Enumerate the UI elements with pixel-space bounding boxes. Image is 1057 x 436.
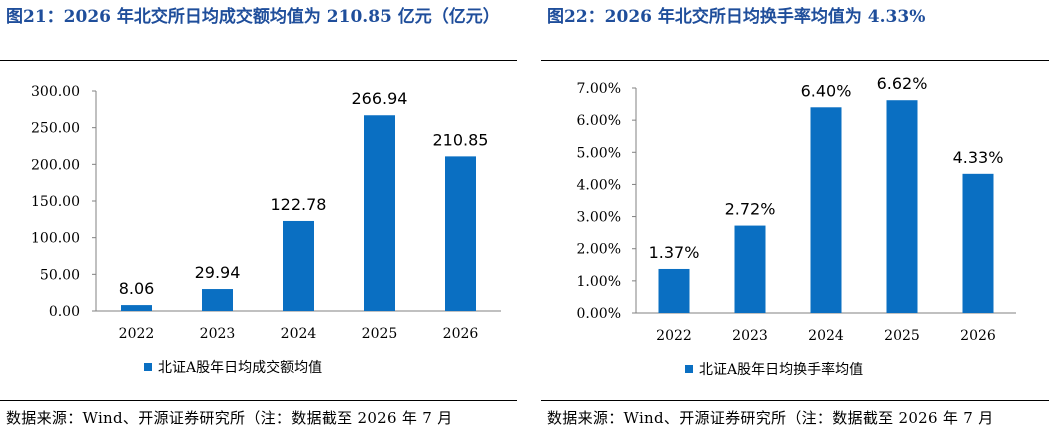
- bar: [962, 173, 994, 313]
- y-tick-label: 100.00: [31, 231, 80, 247]
- y-tick-label: 150.00: [31, 194, 80, 210]
- bar: [734, 225, 766, 313]
- bar: [810, 107, 842, 314]
- data-label: 2.72%: [725, 200, 776, 219]
- chart-panel-turnover-amount: 图21：2026 年北交所日均成交额均值为 210.85 亿元（亿元） 0.00…: [0, 0, 525, 436]
- data-label: 4.33%: [953, 148, 1004, 167]
- y-tick-label: 300.00: [31, 84, 80, 100]
- legend-label: 北证A股年日均成交额均值: [158, 359, 322, 376]
- bar: [364, 115, 395, 311]
- y-tick-label: 4.00%: [577, 177, 621, 193]
- chart-panel-turnover-rate: 图22：2026 年北交所日均换手率均值为 4.33% 0.00% 1.00% 2.…: [541, 0, 1057, 436]
- bar-chart-turnover-amount: 0.00 50.00 100.00 150.00 200.00 250.00 300.00 8…: [31, 84, 501, 376]
- x-tick-label: 2025: [884, 328, 920, 344]
- data-label: 29.94: [195, 263, 241, 282]
- bar: [121, 305, 152, 311]
- y-tick-label: 2.00%: [577, 242, 621, 258]
- y-tick-label: 7.00%: [577, 81, 621, 97]
- y-tick-label: 200.00: [31, 157, 80, 173]
- y-tick-label: 5.00%: [577, 145, 621, 161]
- data-label: 266.94: [352, 89, 408, 108]
- y-tick-label: 0.00: [49, 304, 80, 320]
- bar: [202, 289, 233, 311]
- y-tick-label: 1.00%: [577, 274, 621, 290]
- title-divider: [0, 60, 517, 61]
- x-tick-label: 2026: [443, 326, 479, 342]
- legend-swatch: [685, 365, 693, 373]
- y-tick-label: 6.00%: [577, 113, 621, 129]
- x-tick-label: 2024: [281, 326, 317, 342]
- y-tick-label: 0.00%: [577, 306, 621, 322]
- x-tick-label: 2022: [119, 326, 155, 342]
- x-tick-label: 2025: [362, 326, 398, 342]
- data-label: 6.62%: [877, 74, 928, 93]
- data-label: 122.78: [271, 195, 327, 214]
- bar-chart-turnover-rate: 0.00% 1.00% 2.00% 3.00% 4.00% 5.00% 6.00% 7.00%…: [577, 74, 1016, 378]
- y-tick-label: 250.00: [31, 121, 80, 137]
- source-divider: [541, 400, 1049, 401]
- data-label: 8.06: [119, 279, 155, 298]
- data-label: 6.40%: [801, 81, 852, 100]
- source-note: 数据来源：Wind、开源证券研究所（注：数据截至 2026 年 7 月: [547, 409, 994, 427]
- x-tick-label: 2024: [808, 328, 844, 344]
- x-tick-label: 2023: [732, 328, 768, 344]
- x-tick-label: 2022: [656, 328, 692, 344]
- bar: [886, 100, 918, 313]
- title-divider: [541, 60, 1049, 61]
- y-tick-label: 3.00%: [577, 210, 621, 226]
- data-label: 210.85: [433, 130, 489, 149]
- bar: [283, 220, 314, 311]
- x-tick-label: 2026: [960, 328, 996, 344]
- legend-swatch: [144, 363, 152, 371]
- y-tick-label: 50.00: [40, 267, 80, 283]
- legend-label: 北证A股年日均换手率均值: [699, 361, 863, 378]
- source-note: 数据来源：Wind、开源证券研究所（注：数据截至 2026 年 7 月: [6, 409, 453, 427]
- chart-title: 图21：2026 年北交所日均成交额均值为 210.85 亿元（亿元）: [6, 7, 500, 27]
- bar: [658, 268, 690, 313]
- data-label: 1.37%: [649, 243, 700, 262]
- x-tick-label: 2023: [200, 326, 236, 342]
- chart-title: 图22：2026 年北交所日均换手率均值为 4.33%: [547, 7, 926, 27]
- source-divider: [0, 400, 517, 401]
- bar: [445, 156, 476, 311]
